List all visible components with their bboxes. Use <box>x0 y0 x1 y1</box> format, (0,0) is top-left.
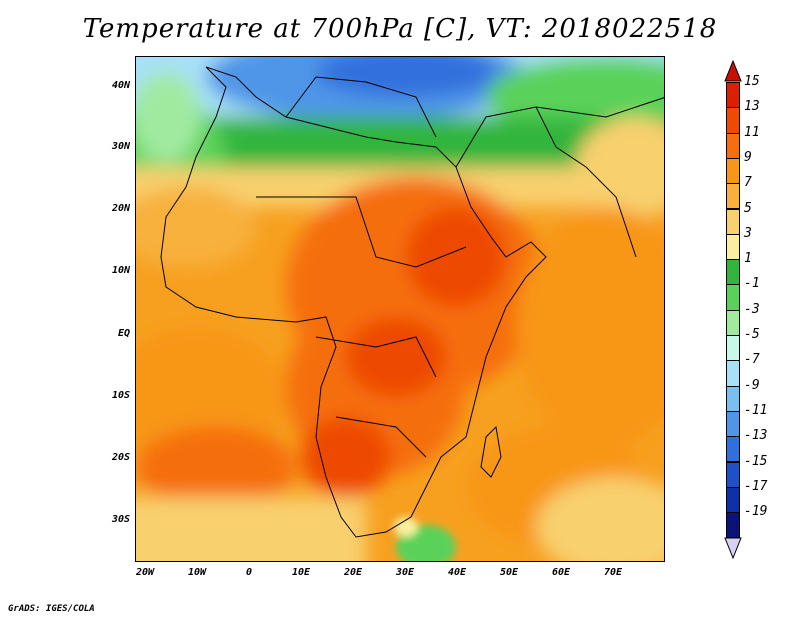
lon-label-0: 0 <box>245 567 253 578</box>
lon-label-40e: 40E <box>447 567 467 578</box>
coastline-outline <box>160 66 664 538</box>
colorbar-label: -3 <box>744 301 760 317</box>
colorbar-swatch <box>726 461 740 488</box>
colorbar-swatch <box>726 512 740 539</box>
colorbar-swatch <box>726 486 740 514</box>
colorbar-top-arrow <box>724 60 742 82</box>
temperature-map <box>135 56 665 562</box>
lat-label-40n: 40N <box>111 80 130 91</box>
colorbar-label: -5 <box>744 327 760 342</box>
lat-label-30s: 30S <box>111 514 130 525</box>
colorbar-label: -9 <box>744 377 760 393</box>
colorbar-swatch <box>726 259 740 286</box>
lat-label-20n: 20N <box>111 203 130 214</box>
lon-label-70e: 70E <box>603 567 623 578</box>
colorbar-swatch <box>726 284 740 311</box>
lon-label-20w: 20W <box>135 567 155 578</box>
colorbar-label: -13 <box>744 428 768 444</box>
colorbar-label: 15 <box>744 74 760 89</box>
colorbar-swatch <box>726 360 740 387</box>
colorbar-swatch <box>726 157 740 185</box>
colorbar-swatch <box>726 309 740 336</box>
colorbar-swatch <box>726 385 740 412</box>
colorbar-label: 1 <box>744 251 752 267</box>
lon-label-30e: 30E <box>395 567 415 578</box>
temperature-field <box>136 57 664 561</box>
lon-label-10e: 10E <box>291 567 311 578</box>
colorbar-swatch <box>726 183 740 210</box>
lat-label-eq: EQ <box>117 328 130 339</box>
lon-label-20e: 20E <box>343 567 363 578</box>
colorbar-swatch <box>726 132 740 159</box>
colorbar-label: -17 <box>744 478 768 494</box>
lon-label-60e: 60E <box>551 567 571 578</box>
colorbar-bottom-arrow <box>724 537 742 559</box>
lat-label-30n: 30N <box>111 141 130 152</box>
colorbar-swatch <box>726 233 740 261</box>
colorbar-label: 9 <box>744 149 752 165</box>
grads-credit: GrADS: IGES/COLA <box>8 604 95 614</box>
colorbar-label: 5 <box>744 200 752 216</box>
colorbar-label: -7 <box>744 352 760 368</box>
colorbar-label: -1 <box>744 276 760 292</box>
colorbar-swatch <box>726 208 740 235</box>
colorbar-label: 3 <box>744 225 752 241</box>
colorbar-swatch <box>726 107 740 134</box>
lon-label-50e: 50E <box>499 567 519 578</box>
lon-label-10w: 10W <box>187 567 207 578</box>
colorbar-label: -19 <box>744 504 768 520</box>
colorbar-swatch <box>726 436 740 463</box>
lat-label-10n: 10N <box>111 265 130 276</box>
colorbar-label: -11 <box>744 402 768 418</box>
lat-label-20s: 20S <box>111 452 130 463</box>
map-title: Temperature at 700hPa [C], VT: 201802251… <box>82 14 718 44</box>
colorbar-swatch <box>726 82 740 109</box>
colorbar-label: 13 <box>744 99 760 115</box>
colorbar-label: 11 <box>744 124 760 140</box>
colorbar-swatch <box>726 410 740 438</box>
lat-label-10s: 10S <box>111 390 130 401</box>
colorbar-swatch <box>726 335 740 362</box>
colorbar-label: 7 <box>744 175 752 191</box>
colorbar-label: -15 <box>744 453 768 469</box>
